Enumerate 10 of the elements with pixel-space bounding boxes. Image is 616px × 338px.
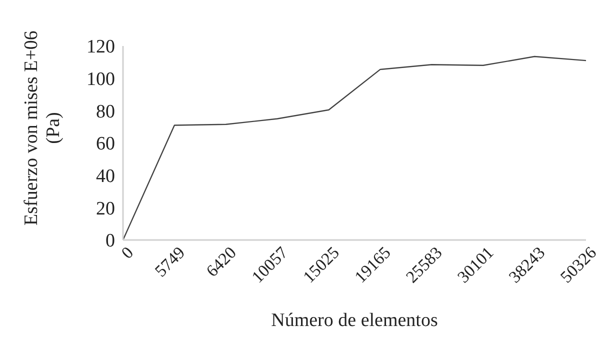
x-axis-title: Número de elementos <box>271 310 438 331</box>
y-tick-label: 120 <box>86 36 115 58</box>
y-tick-label: 100 <box>86 69 115 90</box>
y-tick-label: 80 <box>96 101 115 122</box>
y-tick-label: 60 <box>96 134 115 155</box>
y-axis-title: Esfuerzo von mises E+06 (Pa) <box>21 30 64 226</box>
y-tick-label: 20 <box>96 198 115 220</box>
y-tick-label: 40 <box>96 166 115 188</box>
x-tick-label: 0 <box>118 243 138 262</box>
x-tick-label: 6420 <box>202 243 240 281</box>
